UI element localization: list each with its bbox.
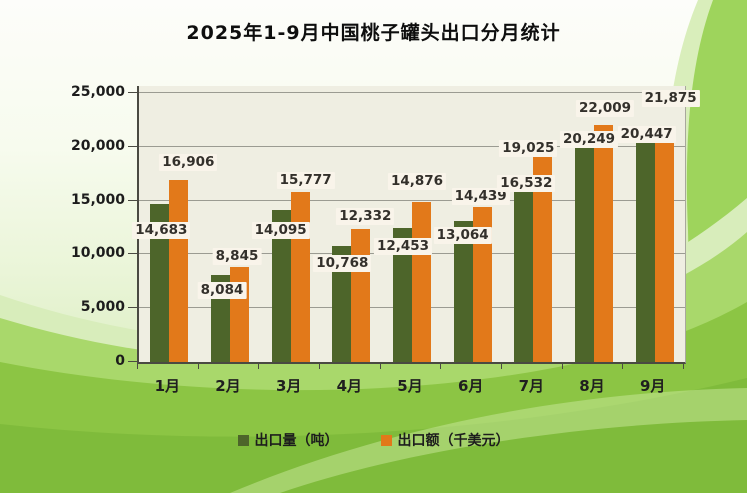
background-wave-sheen (230, 388, 747, 493)
legend-label-export-value: 出口额（千美元） (397, 433, 510, 449)
value-label-export-volume-month-2: 8,084 (197, 282, 247, 299)
legend-label-export-volume: 出口量（吨） (254, 433, 339, 449)
value-label-export-volume-month-9: 20,447 (617, 126, 676, 143)
value-label-export-volume-month-5: 12,453 (373, 238, 433, 255)
x-axis-tick (197, 364, 199, 369)
y-axis-tick (128, 145, 137, 147)
background-wave-dark (0, 378, 747, 493)
x-axis-tick (561, 364, 563, 369)
y-axis-label: 10,000 (70, 245, 125, 262)
bar-export-volume-month-9 (635, 142, 655, 362)
legend-swatch-export-value (380, 434, 392, 446)
x-axis-label-month-3: 3月 (275, 377, 302, 395)
bar-export-value-month-5 (412, 202, 431, 362)
value-label-export-volume-month-3: 14,095 (251, 222, 310, 239)
x-axis-tick (440, 364, 442, 369)
y-axis-tick (128, 253, 137, 255)
value-label-export-volume-month-1: 14,683 (132, 222, 191, 239)
bar-export-volume-month-5 (393, 228, 412, 362)
bar-export-value-month-6 (472, 207, 492, 362)
bar-export-value-month-9 (654, 127, 674, 362)
chart-title: 2025年1-9月中国桃子罐头出口分月统计 (186, 22, 561, 44)
bar-export-value-month-8 (594, 125, 613, 362)
legend-item-export-value: 出口额（千美元） (380, 430, 510, 450)
legend-swatch-export-volume (237, 434, 249, 446)
x-axis-tick (258, 364, 260, 369)
y-axis-tick (128, 92, 137, 93)
bar-export-volume-month-7 (514, 184, 534, 362)
grid-line-20,000 (139, 145, 685, 147)
value-label-export-value-month-6: 14,439 (451, 188, 510, 205)
x-axis-tick (319, 364, 320, 369)
grid-line-25,000 (139, 92, 685, 93)
bar-export-volume-month-4 (332, 246, 352, 362)
value-label-export-volume-month-4: 10,768 (313, 255, 372, 272)
y-axis-tick (128, 361, 137, 362)
y-axis-label: 0 (115, 353, 125, 369)
chart-legend: 出口量（吨） 出口额（千美元） (0, 430, 747, 450)
bar-export-volume-month-8 (575, 144, 594, 362)
legend-item-export-volume: 出口量（吨） (237, 430, 339, 450)
x-axis-label-month-7: 7月 (518, 377, 545, 395)
x-axis-label-month-5: 5月 (397, 377, 423, 395)
y-axis-label: 5,000 (80, 299, 125, 316)
value-label-export-value-month-2: 8,845 (212, 248, 262, 265)
value-label-export-value-month-5: 14,876 (387, 173, 447, 190)
y-axis-label: 25,000 (70, 84, 125, 100)
x-axis-label-month-2: 2月 (215, 377, 241, 395)
x-axis-label-month-1: 1月 (154, 377, 181, 395)
x-axis-label-month-6: 6月 (457, 377, 484, 395)
bar-export-volume-month-3 (271, 210, 291, 362)
y-axis-tick (128, 307, 137, 309)
y-axis-tick (128, 199, 137, 201)
value-label-export-volume-month-6: 13,064 (433, 227, 492, 244)
x-axis-tick (622, 364, 624, 369)
bar-export-value-month-1 (169, 180, 189, 362)
bar-export-value-month-7 (533, 157, 553, 362)
x-axis-tick (501, 364, 502, 369)
y-axis-label: 15,000 (70, 191, 125, 208)
value-label-export-value-month-3: 15,777 (276, 172, 335, 189)
plot-area (137, 86, 686, 364)
bar-export-volume-month-1 (150, 204, 170, 362)
value-label-export-value-month-7: 19,025 (499, 140, 558, 157)
bar-export-volume-month-6 (453, 221, 473, 362)
value-label-export-volume-month-8: 20,249 (559, 131, 619, 148)
value-label-export-value-month-9: 21,875 (641, 90, 700, 107)
grid-line-15,000 (139, 199, 685, 201)
bar-export-value-month-4 (351, 229, 371, 362)
bar-export-value-month-3 (290, 192, 310, 362)
x-axis-tick (379, 364, 381, 369)
value-label-export-value-month-1: 16,906 (159, 154, 218, 171)
value-label-export-volume-month-7: 16,532 (497, 175, 556, 192)
x-axis-tick (137, 364, 138, 369)
x-axis-label-month-9: 9月 (639, 377, 666, 395)
y-axis-label: 20,000 (70, 137, 125, 154)
x-axis-label-month-8: 8月 (579, 377, 605, 395)
value-label-export-value-month-4: 12,332 (336, 208, 395, 225)
x-axis-tick (683, 364, 684, 369)
value-label-export-value-month-8: 22,009 (575, 100, 635, 117)
x-axis-label-month-4: 4月 (336, 377, 363, 395)
